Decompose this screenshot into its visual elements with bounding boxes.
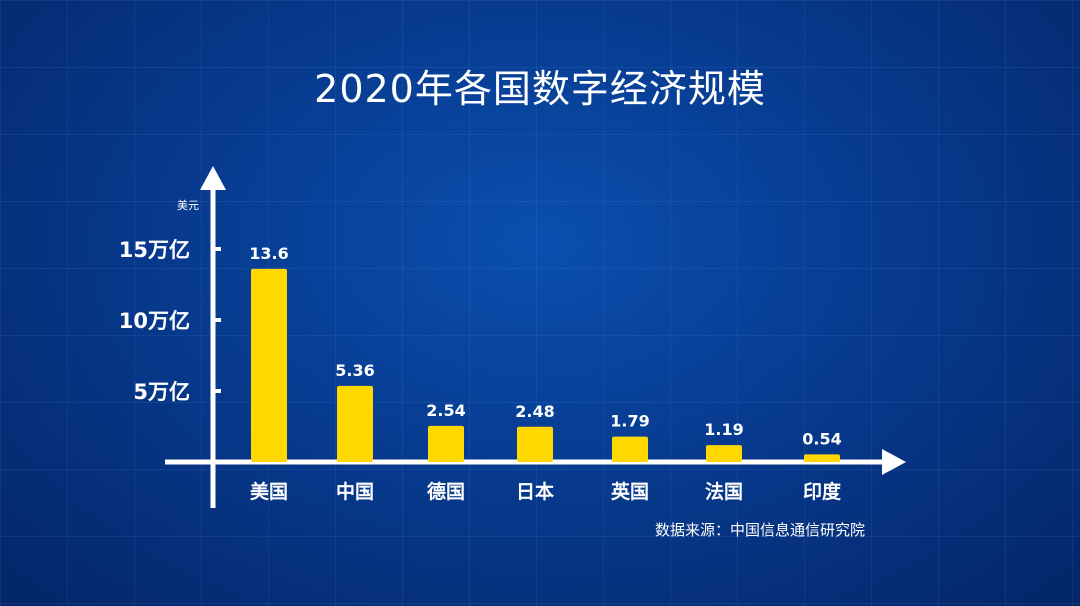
x-tick-label: 美国: [250, 480, 288, 503]
data-label: 2.54: [426, 401, 465, 420]
x-tick-label: 德国: [427, 480, 465, 503]
data-label: 1.19: [704, 420, 743, 439]
data-label: 2.48: [515, 402, 554, 421]
bar: [517, 426, 553, 462]
bar: [804, 454, 840, 462]
x-tick-label: 法国: [705, 480, 743, 503]
bar: [612, 436, 648, 462]
y-axis-arrow: [200, 166, 226, 190]
x-tick-label: 日本: [516, 480, 554, 503]
bar: [337, 385, 373, 462]
x-tick-label: 印度: [803, 480, 842, 503]
bar: [428, 425, 464, 462]
chart-title: 2020年各国数字经济规模: [314, 67, 766, 111]
x-tick-label: 中国: [336, 480, 374, 503]
bar: [251, 268, 287, 462]
data-label: 0.54: [802, 429, 841, 448]
data-label: 1.79: [610, 412, 649, 431]
source-note: 数据来源：中国信息通信研究院: [655, 521, 866, 539]
data-label: 5.36: [335, 361, 374, 380]
data-label: 13.6: [249, 244, 288, 263]
y-tick-label: 5万亿: [133, 380, 190, 404]
y-axis-label: 美元: [177, 199, 199, 212]
y-tick-label: 10万亿: [119, 309, 190, 333]
bar: [706, 445, 742, 462]
y-tick-label: 15万亿: [119, 238, 190, 262]
x-tick-label: 英国: [611, 480, 649, 503]
x-axis-arrow: [882, 449, 906, 475]
